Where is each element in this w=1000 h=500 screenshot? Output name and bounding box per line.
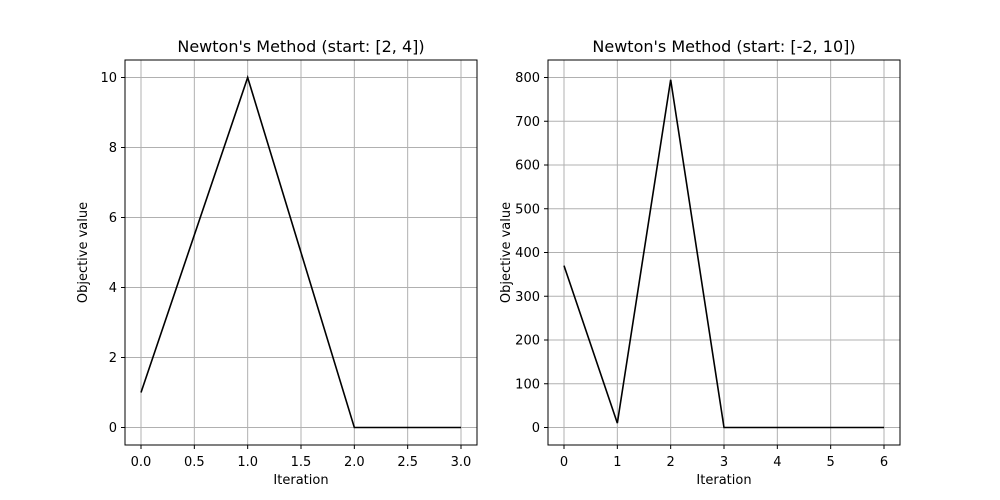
chart-1-x-tick-label: 5 [827,455,835,470]
chart-1-ticks: 0 1 2 3 4 5 6 0 100 200 300 400 500 600 700 800 [515,71,888,470]
chart-0-x-tick-label: 2.0 [344,455,365,470]
chart-1-y-tick-label: 500 [515,202,540,217]
chart-1-x-tick-label: 4 [773,455,781,470]
chart-0-x-tick-label: 0.0 [131,455,152,470]
chart-1-y-tick-label: 100 [515,377,540,392]
chart-1-y-tick-label: 600 [515,159,540,174]
chart-1-x-axis-label: Iteration [696,473,751,488]
chart-1-x-tick-label: 6 [880,455,888,470]
chart-0-grid [125,60,477,445]
chart-0-y-tick-label: 0 [109,421,117,436]
chart-1-lines [563,79,884,429]
chart-0-y-axis-label: Objective value [76,202,91,303]
chart-1-y-tick-label: 400 [515,246,540,261]
chart-newton-start-neg2-10: 0 1 2 3 4 5 6 0 100 200 300 400 500 600 700 800 Newton'… [499,37,901,488]
chart-1-title: Newton's Method (start: [-2, 10]) [592,37,855,56]
chart-1-x-tick-label: 0 [560,455,568,470]
chart-0-y-tick-label: 2 [109,351,117,366]
chart-1-x-tick-label: 1 [613,455,621,470]
chart-1-x-tick-label: 3 [720,455,728,470]
chart-1-y-tick-label: 800 [515,71,540,86]
chart-0-y-tick-label: 8 [109,141,117,156]
chart-0-x-tick-label: 1.0 [237,455,258,470]
chart-1-y-tick-label: 200 [515,334,540,349]
chart-0-y-tick-label: 4 [109,281,117,296]
chart-0-x-tick-label: 1.5 [291,455,312,470]
chart-1-y-tick-label: 300 [515,290,540,305]
chart-0-x-axis-label: Iteration [273,473,328,488]
chart-0-x-tick-label: 2.5 [397,455,418,470]
chart-0-series-line [140,74,461,429]
chart-0-x-tick-label: 3.0 [451,455,472,470]
chart-1-y-tick-label: 0 [532,421,540,436]
chart-1-grid [548,60,900,445]
chart-newton-start-2-4: 0.0 0.5 1.0 1.5 2.0 2.5 3.0 0 2 4 6 8 10 Newton's Me… [76,37,478,488]
chart-0-ticks: 0.0 0.5 1.0 1.5 2.0 2.5 3.0 0 2 4 6 8 10 [100,71,471,470]
chart-0-x-tick-label: 0.5 [184,455,205,470]
chart-0-lines [140,74,461,429]
chart-1-y-axis-label: Objective value [499,202,514,303]
chart-0-y-tick-label: 6 [109,211,117,226]
chart-0-title: Newton's Method (start: [2, 4]) [177,37,424,56]
chart-0-y-tick-label: 10 [100,71,117,86]
chart-1-x-tick-label: 2 [667,455,675,470]
chart-1-series-line [563,79,884,429]
chart-1-y-tick-label: 700 [515,115,540,130]
